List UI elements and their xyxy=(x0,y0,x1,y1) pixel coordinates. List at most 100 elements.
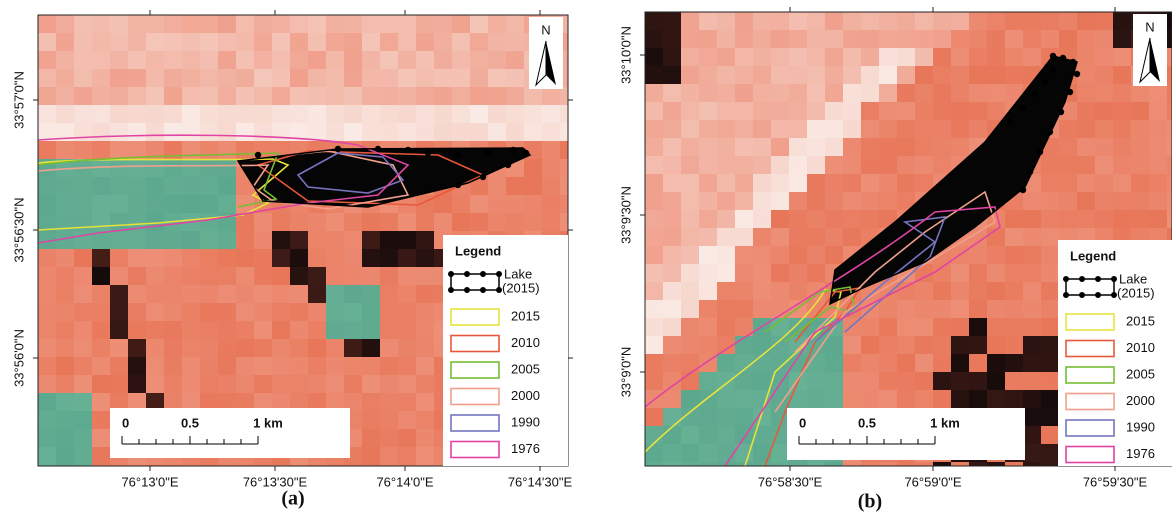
map-pixel xyxy=(434,33,453,52)
map-pixel xyxy=(254,51,273,70)
map-pixel xyxy=(825,372,844,391)
map-pixel xyxy=(1113,48,1132,67)
map-pixel xyxy=(56,177,75,196)
map-pixel xyxy=(380,267,399,286)
map-pixel xyxy=(182,375,201,394)
map-pixel xyxy=(807,156,826,175)
map-pixel xyxy=(182,339,201,358)
map-pixel xyxy=(807,30,826,49)
map-pixel xyxy=(753,246,772,265)
map-pixel xyxy=(56,411,75,430)
map-pixel xyxy=(717,354,736,373)
map-pixel xyxy=(771,246,790,265)
y-label: 33°10'0"N xyxy=(618,26,633,84)
map-pixel xyxy=(735,390,754,409)
map-pixel xyxy=(1077,138,1096,157)
map-pixel xyxy=(717,174,736,193)
map-pixel xyxy=(452,213,471,232)
map-pixel xyxy=(308,69,327,88)
map-pixel xyxy=(398,303,417,322)
map-pixel xyxy=(753,426,772,445)
map-pixel xyxy=(969,354,988,373)
map-pixel xyxy=(1023,246,1042,265)
map-pixel xyxy=(398,123,417,142)
map-pixel xyxy=(969,462,988,481)
map-pixel xyxy=(236,51,255,70)
map-pixel xyxy=(681,282,700,301)
map-pixel xyxy=(272,249,291,268)
map-pixel xyxy=(771,138,790,157)
map-pixel xyxy=(218,141,237,160)
lake-dot xyxy=(523,150,529,156)
map-pixel xyxy=(915,102,934,121)
map-pixel xyxy=(1059,138,1078,157)
map-pixel xyxy=(38,465,57,484)
map-pixel xyxy=(164,105,183,124)
map-pixel xyxy=(933,12,952,31)
map-pixel xyxy=(326,267,345,286)
map-pixel xyxy=(897,48,916,67)
map-pixel xyxy=(128,105,147,124)
map-pixel xyxy=(416,357,435,376)
map-pixel xyxy=(470,15,489,34)
map-pixel xyxy=(789,390,808,409)
map-pixel xyxy=(681,138,700,157)
map-pixel xyxy=(1023,318,1042,337)
lake-dot xyxy=(1063,276,1069,282)
map-pixel xyxy=(771,66,790,85)
map-pixel xyxy=(326,357,345,376)
map-pixel xyxy=(681,210,700,229)
map-pixel xyxy=(308,375,327,394)
map-pixel xyxy=(416,267,435,286)
map-pixel xyxy=(56,249,75,268)
map-pixel xyxy=(663,102,682,121)
map-pixel xyxy=(933,354,952,373)
map-pixel xyxy=(969,246,988,265)
map-pixel xyxy=(56,357,75,376)
map-pixel xyxy=(987,264,1006,283)
map-pixel xyxy=(218,249,237,268)
map-pixel xyxy=(1113,102,1132,121)
map-pixel xyxy=(735,408,754,427)
map-pixel xyxy=(182,141,201,160)
map-pixel xyxy=(1005,228,1024,247)
map-pixel xyxy=(290,105,309,124)
map-pixel xyxy=(74,303,93,322)
map-pixel xyxy=(861,390,880,409)
map-pixel xyxy=(951,336,970,355)
map-pixel xyxy=(843,210,862,229)
map-pixel xyxy=(380,123,399,142)
map-pixel xyxy=(416,15,435,34)
map-pixel xyxy=(699,66,718,85)
map-pixel xyxy=(416,213,435,232)
map-pixel xyxy=(807,264,826,283)
map-pixel xyxy=(717,228,736,247)
map-pixel xyxy=(771,192,790,211)
map-pixel xyxy=(987,228,1006,247)
map-pixel xyxy=(987,48,1006,67)
map-pixel xyxy=(74,177,93,196)
lake-dot xyxy=(1050,53,1056,59)
map-pixel xyxy=(182,465,201,484)
map-pixel xyxy=(645,156,664,175)
map-pixel xyxy=(326,303,345,322)
map-pixel xyxy=(380,231,399,250)
lake-dot xyxy=(335,146,341,152)
map-pixel xyxy=(915,138,934,157)
map-pixel xyxy=(825,390,844,409)
map-pixel xyxy=(663,30,682,49)
map-pixel xyxy=(362,267,381,286)
map-pixel xyxy=(1095,210,1114,229)
map-pixel xyxy=(1005,390,1024,409)
map-pixel xyxy=(74,393,93,412)
map-pixel xyxy=(663,426,682,445)
map-pixel xyxy=(92,321,111,340)
map-pixel xyxy=(416,429,435,448)
map-pixel xyxy=(56,303,75,322)
map-pixel xyxy=(1113,66,1132,85)
map-pixel xyxy=(398,249,417,268)
map-pixel xyxy=(128,357,147,376)
map-pixel xyxy=(915,354,934,373)
map-pixel xyxy=(1167,12,1172,31)
map-pixel xyxy=(362,303,381,322)
